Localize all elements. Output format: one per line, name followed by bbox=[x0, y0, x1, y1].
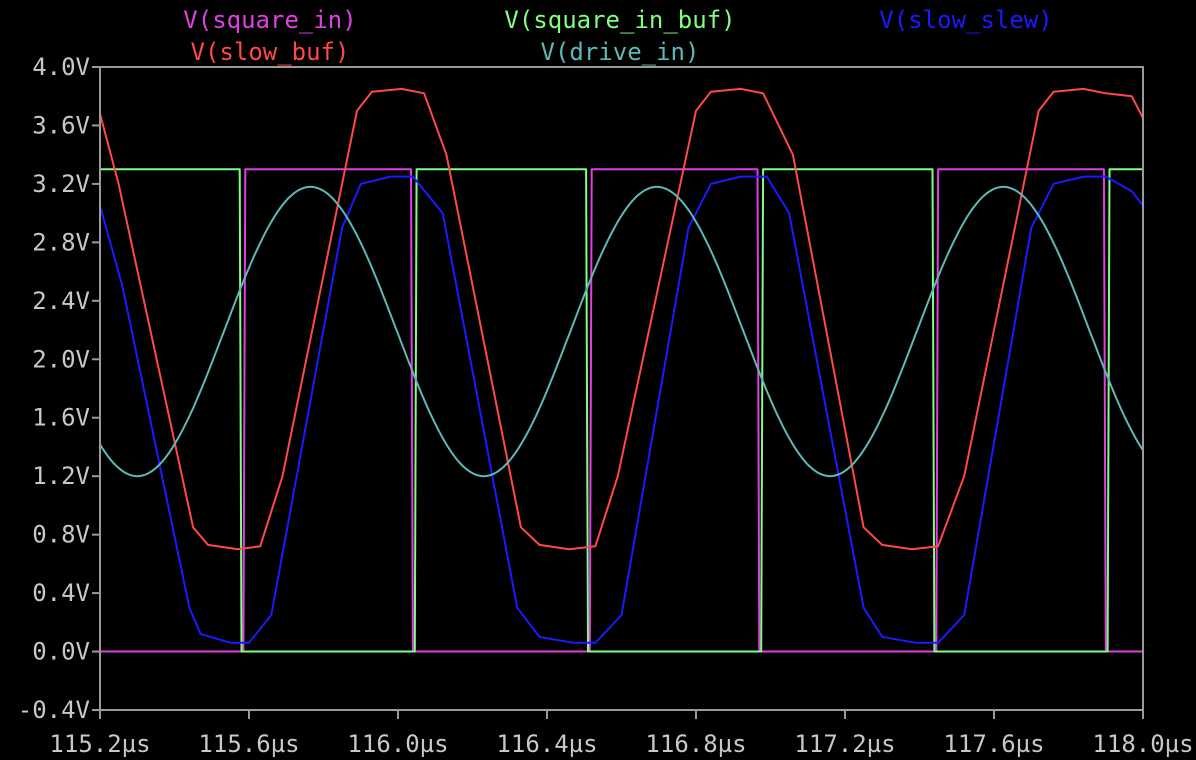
y-tick-label: 0.4V bbox=[32, 579, 90, 607]
series-layer bbox=[100, 87, 1143, 653]
y-tick-label: 2.4V bbox=[32, 287, 90, 315]
y-tick-label: 4.0V bbox=[32, 53, 90, 81]
y-tick-label: 2.8V bbox=[32, 228, 90, 256]
y-tick-label: 2.0V bbox=[32, 345, 90, 373]
x-tick-label: 115.2µs bbox=[49, 730, 150, 758]
x-axis: 115.2µs 115.6µs 116.0µs 116.4µs 116.8µs 117.2… bbox=[49, 710, 1194, 758]
y-tick-label: 0.0V bbox=[32, 638, 90, 666]
series-line-v-slow-buf bbox=[100, 87, 1143, 551]
y-tick-label: 1.2V bbox=[32, 462, 90, 490]
legend-entry: V(square_in_buf) bbox=[504, 6, 735, 34]
y-tick-label: -0.4V bbox=[18, 696, 90, 724]
x-tick-label: 117.6µs bbox=[943, 730, 1044, 758]
x-tick-label: 117.2µs bbox=[794, 730, 895, 758]
series-line-v-drive-in bbox=[100, 185, 1143, 478]
series-line-v-slow-slew bbox=[100, 175, 1143, 644]
x-tick-label: 116.0µs bbox=[347, 730, 448, 758]
x-tick-label: 115.6µs bbox=[198, 730, 299, 758]
plot-frame bbox=[99, 66, 1144, 711]
legend-entry: V(drive_in) bbox=[541, 38, 700, 66]
series-line-v-square-in-buf bbox=[100, 168, 1143, 653]
y-tick-label: 0.8V bbox=[32, 521, 90, 549]
legend-entry: V(square_in) bbox=[183, 6, 356, 34]
y-tick-label: 1.6V bbox=[32, 404, 90, 432]
y-tick-label: 3.2V bbox=[32, 170, 90, 198]
x-tick-label: 116.4µs bbox=[496, 730, 597, 758]
legend-entry: V(slow_slew) bbox=[879, 6, 1052, 34]
x-tick-label: 118.0µs bbox=[1092, 730, 1193, 758]
y-tick-label: 3.6V bbox=[32, 111, 90, 139]
legend: V(square_in) V(square_in_buf) V(slow_slew)… bbox=[183, 6, 1052, 66]
y-axis: 4.0V 3.6V 3.2V 2.8V 2.4V 2.0V 1.6V 1.2V 0.8V 0.4V… bbox=[18, 53, 100, 724]
x-tick-label: 116.8µs bbox=[645, 730, 746, 758]
series-line-v-square-in bbox=[100, 168, 1143, 653]
legend-entry: V(slow_buf) bbox=[191, 38, 350, 66]
